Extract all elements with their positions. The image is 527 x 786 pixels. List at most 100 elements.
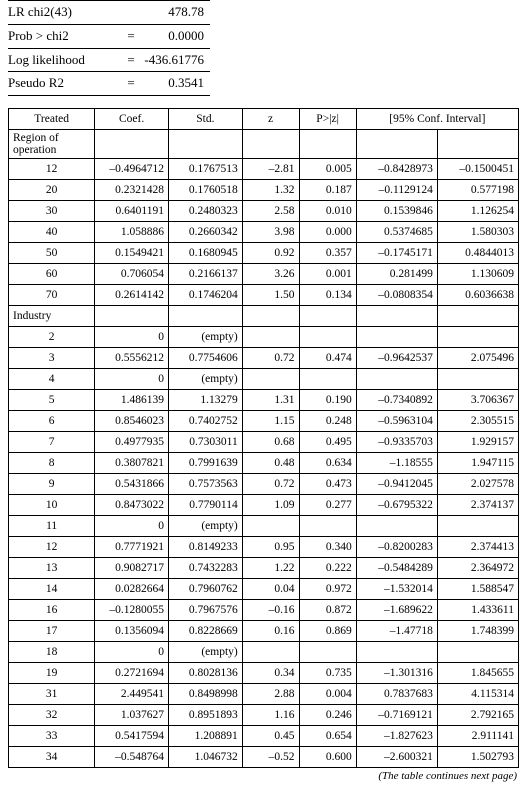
cell-pz: 0.001 <box>299 264 356 285</box>
table-row: 180(empty) <box>9 642 519 663</box>
table-row: 700.26141420.17462041.500.134–0.08083540… <box>9 285 519 306</box>
row-label: 70 <box>9 285 95 306</box>
table-row: 16–0.12800550.7967576–0.160.872–1.689622… <box>9 600 519 621</box>
header-treated: Treated <box>9 109 95 130</box>
cell-std: (empty) <box>169 516 243 537</box>
header-ci: [95% Conf. Interval] <box>356 109 518 130</box>
cell-std: 0.8951893 <box>169 705 243 726</box>
cell-coef: 0.5431866 <box>95 474 169 495</box>
cell-ci-hi: 2.075496 <box>437 348 518 369</box>
stat-label: Log likelihood <box>8 48 124 72</box>
cell-std: 0.1760518 <box>169 180 243 201</box>
cell-z: 1.32 <box>242 180 299 201</box>
cell-std: (empty) <box>169 327 243 348</box>
cell-std: 0.1767513 <box>169 159 243 180</box>
model-stat-row: LR chi2(43)478.78 <box>8 1 210 25</box>
cell-z: 0.72 <box>242 348 299 369</box>
cell-z <box>242 369 299 390</box>
cell-ci-hi: 1.748399 <box>437 621 518 642</box>
cell-ci-lo: –0.6795322 <box>356 495 437 516</box>
cell-coef: 0.3807821 <box>95 453 169 474</box>
regression-table: Treated Coef. Std. z P>|z| [95% Conf. In… <box>8 108 519 768</box>
cell-z: 0.72 <box>242 474 299 495</box>
cell-ci-hi: –0.1500451 <box>437 159 518 180</box>
row-label: 12 <box>9 537 95 558</box>
cell-coef: 0.9082717 <box>95 558 169 579</box>
cell-ci-hi: 2.374413 <box>437 537 518 558</box>
cell-ci-hi <box>437 327 518 348</box>
cell-ci-lo: –1.827623 <box>356 726 437 747</box>
row-label: 4 <box>9 369 95 390</box>
cell-coef: –0.1280055 <box>95 600 169 621</box>
row-label: 11 <box>9 516 95 537</box>
cell-pz <box>299 369 356 390</box>
section-header-row: Region of operation <box>9 130 519 159</box>
row-label: 16 <box>9 600 95 621</box>
cell-coef: 0 <box>95 516 169 537</box>
cell-coef: 0.2321428 <box>95 180 169 201</box>
table-row: 100.84730220.77901141.090.277–0.67953222… <box>9 495 519 516</box>
table-row: 51.4861391.132791.310.190–0.73408923.706… <box>9 390 519 411</box>
section-header-row: Industry <box>9 306 519 327</box>
cell-pz: 0.474 <box>299 348 356 369</box>
cell-coef: 0.7771921 <box>95 537 169 558</box>
cell-ci-lo: –1.301316 <box>356 663 437 684</box>
cell-z: 1.50 <box>242 285 299 306</box>
table-row: 170.13560940.82286690.160.869–1.477181.7… <box>9 621 519 642</box>
cell-pz <box>299 642 356 663</box>
cell-coef: 0.706054 <box>95 264 169 285</box>
cell-z: 1.09 <box>242 495 299 516</box>
cell-z: 0.48 <box>242 453 299 474</box>
cell-z: 0.04 <box>242 579 299 600</box>
row-label: 12 <box>9 159 95 180</box>
cell-std: 0.7402752 <box>169 411 243 432</box>
row-label: 20 <box>9 180 95 201</box>
cell-z <box>242 642 299 663</box>
table-row: 300.64011910.24803232.580.0100.15398461.… <box>9 201 519 222</box>
cell-z: 3.26 <box>242 264 299 285</box>
stat-eq <box>124 1 144 25</box>
table-row: 30.55562120.77546060.720.474–0.96425372.… <box>9 348 519 369</box>
cell-pz: 0.473 <box>299 474 356 495</box>
table-row: 40(empty) <box>9 369 519 390</box>
cell-ci-lo: –1.689622 <box>356 600 437 621</box>
cell-ci-hi <box>437 642 518 663</box>
table-row: 200.23214280.17605181.320.187–0.11291240… <box>9 180 519 201</box>
row-label: 33 <box>9 726 95 747</box>
cell-pz <box>299 327 356 348</box>
cell-pz: 0.495 <box>299 432 356 453</box>
table-row: 130.90827170.74322831.220.222–0.54842892… <box>9 558 519 579</box>
model-stat-row: Prob > chi2=0.0000 <box>8 24 210 48</box>
cell-coef: 0 <box>95 327 169 348</box>
cell-coef: 0.2614142 <box>95 285 169 306</box>
cell-std: 0.1746204 <box>169 285 243 306</box>
cell-pz: 0.134 <box>299 285 356 306</box>
cell-ci-hi: 1.130609 <box>437 264 518 285</box>
table-row: 70.49779350.73030110.680.495–0.93357031.… <box>9 432 519 453</box>
table-row: 600.7060540.21661373.260.0010.2814991.13… <box>9 264 519 285</box>
cell-ci-hi: 0.4844013 <box>437 243 518 264</box>
cell-std: 1.046732 <box>169 747 243 768</box>
cell-coef: 0.5556212 <box>95 348 169 369</box>
cell-z: –0.52 <box>242 747 299 768</box>
cell-ci-hi: 1.947115 <box>437 453 518 474</box>
cell-z: 0.34 <box>242 663 299 684</box>
cell-ci-lo: –1.18555 <box>356 453 437 474</box>
cell-std: (empty) <box>169 642 243 663</box>
cell-pz: 0.600 <box>299 747 356 768</box>
cell-z: 1.22 <box>242 558 299 579</box>
cell-ci-hi: 1.929157 <box>437 432 518 453</box>
table-row: 110(empty) <box>9 516 519 537</box>
cell-pz: 0.869 <box>299 621 356 642</box>
cell-coef: 0.8546023 <box>95 411 169 432</box>
cell-pz: 0.010 <box>299 201 356 222</box>
stat-value: 0.3541 <box>144 72 210 96</box>
cell-ci-lo <box>356 516 437 537</box>
table-row: 90.54318660.75735630.720.473–0.94120452.… <box>9 474 519 495</box>
cell-pz: 0.634 <box>299 453 356 474</box>
cell-std: 0.8028136 <box>169 663 243 684</box>
row-label: 18 <box>9 642 95 663</box>
cell-std: 0.8228669 <box>169 621 243 642</box>
cell-ci-hi: 2.305515 <box>437 411 518 432</box>
cell-coef: 1.058886 <box>95 222 169 243</box>
